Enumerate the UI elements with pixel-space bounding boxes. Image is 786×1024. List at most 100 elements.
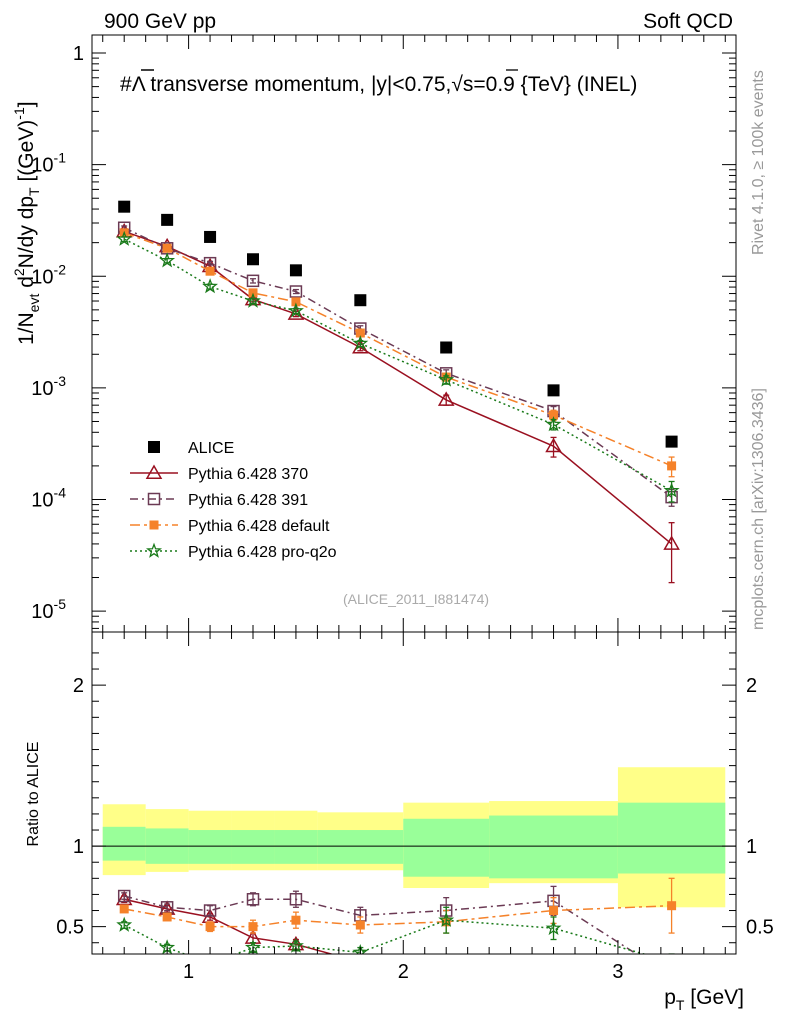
ylabel-unit: [(GeV) [15, 120, 38, 188]
y-axis-label: 1/Nevt d2N/dy dpT [(GeV)-1] [11, 101, 42, 345]
legend-marker [145, 464, 163, 479]
y-tick-base: 10 [31, 378, 53, 400]
ratio-y-label: Ratio to ALICE [25, 742, 42, 847]
ratio-bands [92, 767, 736, 908]
ylabel-close: ] [15, 101, 38, 107]
series-proq2o [116, 230, 680, 503]
ratio-point-default [355, 920, 365, 930]
ratio-plot-axes: 0.5 0.5 1 1 2 2 1 2 3 [56, 632, 774, 983]
x-tick-label: 2 [398, 961, 409, 983]
y-tick-exp: -2 [54, 261, 67, 277]
legend-label: Pythia 6.428 pro-q2o [188, 544, 337, 561]
y-tick-label: 1 [73, 43, 84, 65]
chart-title-lambda: Λ [132, 73, 146, 96]
y-tick-label: 10-3 [31, 373, 66, 400]
legend-entry-alice: ALICE [148, 440, 234, 457]
legend-entry-proq2o: Pythia 6.428 pro-q2o [130, 542, 337, 561]
chart-title: #Λ transverse momentum, |y|<0.75,√s=0.9 … [120, 73, 637, 96]
y-tick-exp: -3 [54, 373, 67, 389]
ratio-y-tick-label: 1 [73, 836, 84, 858]
legend-label: Pythia 6.428 370 [188, 466, 308, 483]
y-tick-exp: -1 [54, 150, 67, 166]
y-tick-base: 10 [31, 601, 53, 623]
legend-marker [149, 520, 159, 530]
uncertainty-band-inner [489, 815, 618, 879]
point-alice [289, 264, 302, 277]
ratio-point-default [667, 901, 677, 911]
ratio-line-proq2o [123, 919, 647, 954]
ratio-point-proq2o [352, 944, 369, 954]
main-plot-axes: 110-110-210-310-410-5 [31, 35, 736, 632]
point-proq2o [545, 416, 562, 432]
point-default [162, 243, 172, 253]
ratio-point-p370 [360, 953, 361, 954]
point-alice [440, 341, 453, 354]
ratio-y-tick-label-right: 1 [746, 836, 757, 858]
x-axis-label: pT [GeV] [664, 986, 744, 1013]
xlabel-p: p [664, 986, 676, 1009]
point-proq2o [663, 482, 680, 498]
xlabel-T: T [676, 997, 685, 1013]
ratio-point-p391 [203, 904, 217, 917]
point-alice [247, 253, 259, 266]
point-proq2o [202, 278, 218, 294]
chart-title-s: s [463, 73, 474, 96]
legend-entry-p370: Pythia 6.428 370 [130, 464, 308, 483]
uncertainty-band-inner [102, 826, 146, 861]
main-plot-data [115, 200, 680, 584]
ratio-point-proq2o [204, 957, 216, 969]
legend-marker [148, 441, 160, 453]
ratio-point-p391 [666, 971, 677, 982]
header-right: Soft QCD [643, 10, 733, 33]
mcplots-label: mcplots.cern.ch [arXiv:1306.3436] [750, 388, 767, 630]
point-default [667, 461, 677, 471]
rivet-label: Rivet 4.1.0, ≥ 100k events [750, 70, 767, 255]
ratio-point-proq2o [671, 953, 672, 954]
ratio-point-default [162, 912, 172, 922]
chart-title-mid: transverse momentum, |y|<0.75, [145, 73, 452, 96]
ratio-point-p391 [289, 893, 303, 906]
ratio-y-tick-label-right: 0.5 [746, 917, 774, 939]
ylabel-ndy: N/dy dp [15, 196, 38, 268]
uncertainty-band-inner [317, 830, 404, 864]
point-p370 [545, 437, 562, 453]
point-p370 [663, 535, 680, 550]
y-tick-label: 10-5 [31, 596, 66, 623]
xlabel-unit: [GeV] [684, 986, 744, 1009]
y-tick-base: 10 [31, 155, 53, 177]
point-proq2o [245, 292, 261, 308]
chart-title-prefix: # [120, 73, 132, 96]
ylabel-evt: evt [26, 294, 42, 313]
main-plot-frame [91, 34, 737, 633]
point-default [205, 266, 215, 276]
legend-entry-default: Pythia 6.428 default [130, 518, 330, 535]
point-proq2o [159, 252, 176, 268]
chart-title-sqrt: √ [451, 73, 463, 96]
chart-title-suffix: =0.9 {TeV} (INEL) [473, 73, 637, 96]
point-default [355, 328, 365, 338]
point-alice [161, 213, 174, 226]
legend-entry-p391: Pythia 6.428 391 [130, 492, 308, 509]
legend-label: Pythia 6.428 default [188, 518, 330, 535]
uncertainty-band-inner [617, 802, 726, 874]
point-alice [204, 230, 217, 243]
ratio-point-p391 [117, 889, 131, 903]
point-p391 [246, 274, 260, 288]
ratio-point-default [248, 922, 258, 932]
series-alice [118, 200, 678, 448]
y-tick-base: 10 [31, 489, 53, 511]
header-left: 900 GeV pp [104, 10, 216, 33]
x-tick-label: 3 [612, 961, 623, 983]
uncertainty-band-inner [403, 818, 490, 877]
ratio-plot: 0.5 0.5 1 1 2 2 1 2 3 Ratio to ALICE pT [GeV] [25, 631, 774, 1013]
ratio-point-proq2o [116, 916, 133, 932]
y-tick-label: 10-4 [31, 484, 66, 511]
uncertainty-band-inner [274, 830, 318, 864]
y-tick-exp: -5 [54, 596, 67, 612]
ratio-plot-frame [91, 631, 737, 955]
ratio-point-default [291, 915, 301, 925]
series-p391 [117, 221, 678, 507]
point-default [549, 410, 559, 420]
point-alice [547, 384, 560, 397]
